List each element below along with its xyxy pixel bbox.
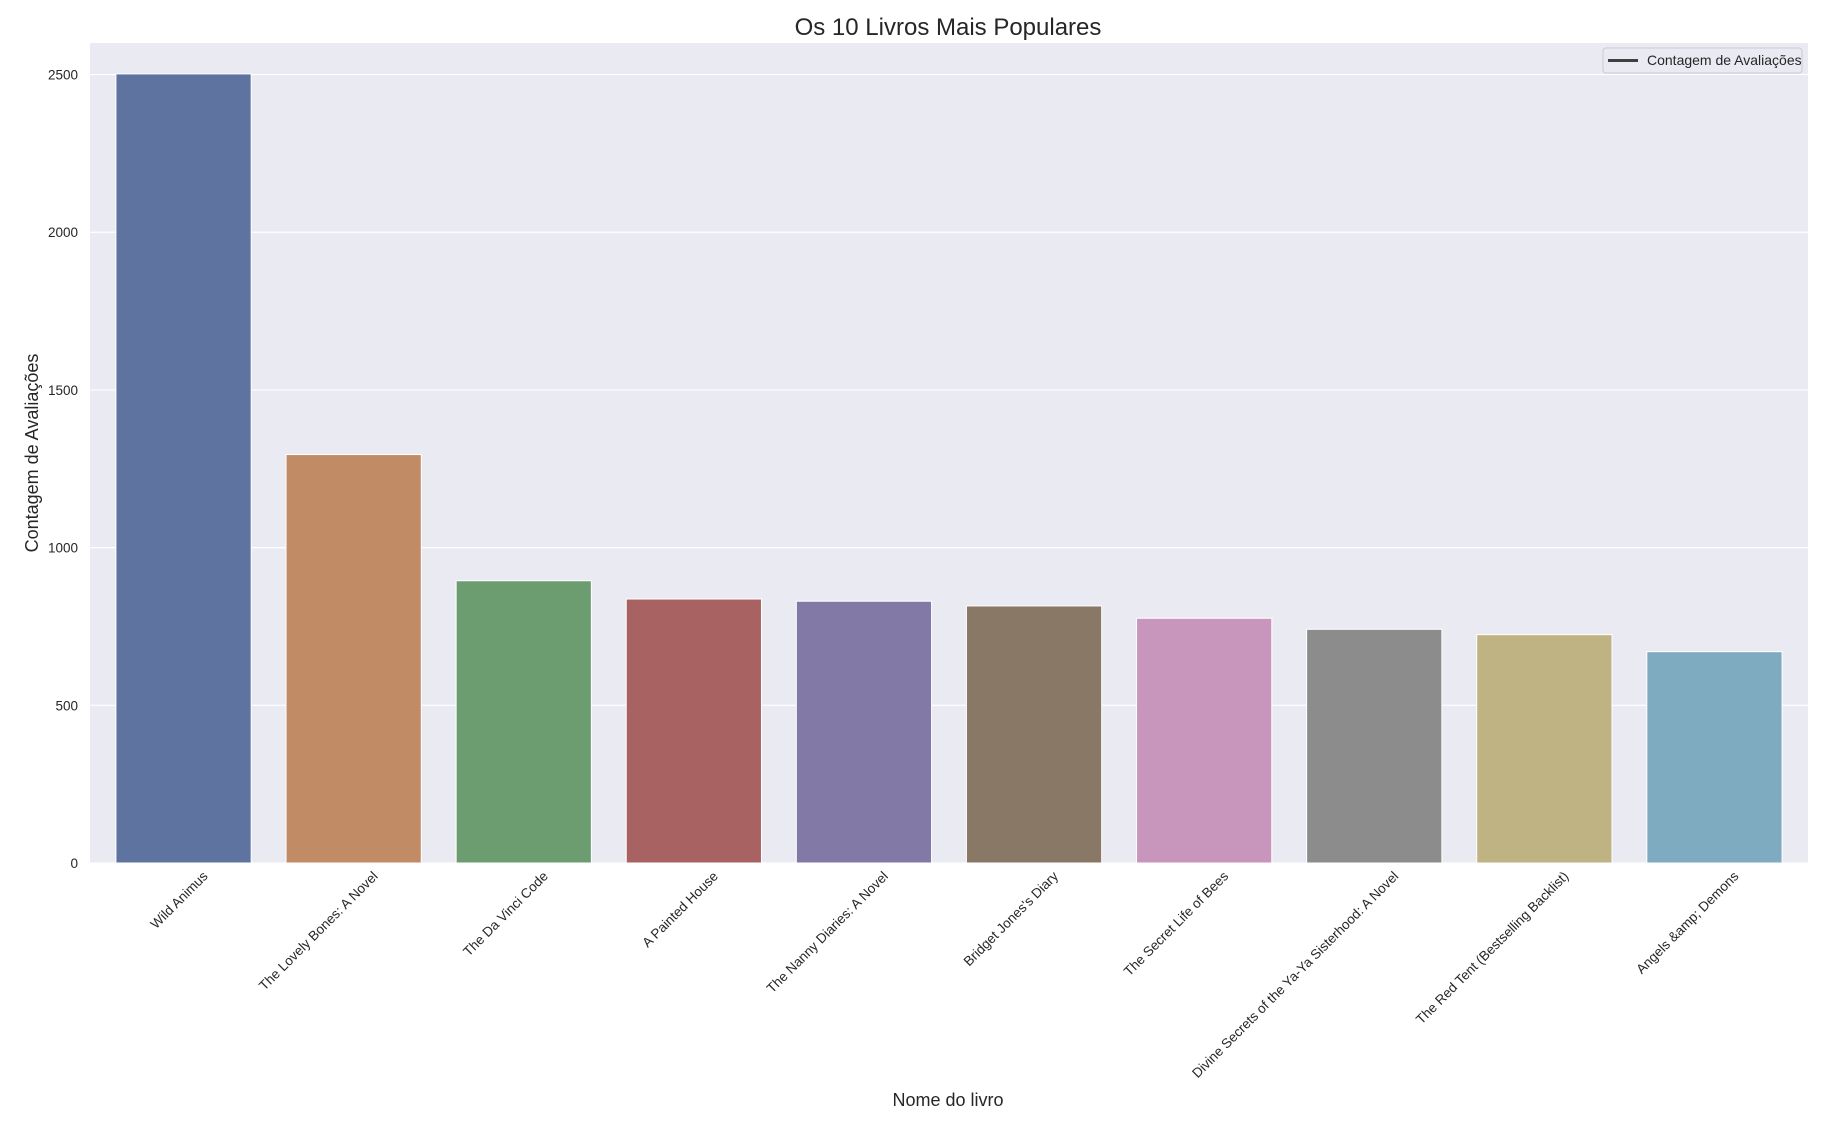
bar: [965, 605, 1103, 864]
y-tick-label: 1500: [48, 383, 78, 398]
legend: Contagem de Avaliações: [1602, 47, 1803, 74]
legend-box: [1602, 47, 1803, 74]
legend-label: Contagem de Avaliações: [1647, 52, 1802, 68]
y-tick-label: 2500: [48, 68, 78, 83]
bars: [115, 73, 1783, 864]
y-tick-label: 1000: [48, 541, 78, 556]
y-tick-label: 0: [70, 856, 78, 871]
x-tick-label: Angels &amp; Demons: [1633, 868, 1741, 976]
y-tick-label: 2000: [48, 225, 78, 240]
x-tick-label: The Lovely Bones: A Novel: [256, 869, 381, 994]
x-tick-label: The Da Vinci Code: [460, 869, 551, 960]
y-axis-ticks: 0 500 1000 1500 2000 2500: [48, 68, 78, 871]
x-tick-label: The Secret Life of Bees: [1121, 868, 1232, 979]
bar: [285, 454, 422, 864]
bar: [1136, 617, 1273, 864]
x-tick-label: Bridget Jones's Diary: [961, 868, 1062, 969]
x-tick-label: A Painted House: [639, 869, 721, 951]
x-tick-label: The Red Tent (Bestselling Backlist): [1413, 869, 1571, 1027]
x-axis-ticks: Wild Animus The Lovely Bones: A Novel The …: [148, 868, 1742, 1080]
x-tick-label: The Nanny Diaries: A Novel: [764, 869, 891, 996]
bar: [455, 580, 592, 864]
chart-title: Os 10 Livros Mais Populares: [795, 14, 1102, 41]
y-axis-label: Contagem de Avaliações: [22, 354, 42, 553]
bar: [1476, 634, 1613, 864]
bar: [795, 600, 933, 864]
x-tick-label: Wild Animus: [148, 868, 211, 931]
bar: [1646, 651, 1783, 864]
y-tick-label: 500: [55, 698, 78, 713]
x-axis-label: Nome do livro: [892, 1090, 1003, 1110]
x-tick-label: Divine Secrets of the Ya-Ya Sisterhood: …: [1189, 869, 1401, 1081]
bar: [1306, 628, 1443, 864]
bar: [115, 73, 252, 864]
bar: [625, 598, 762, 864]
